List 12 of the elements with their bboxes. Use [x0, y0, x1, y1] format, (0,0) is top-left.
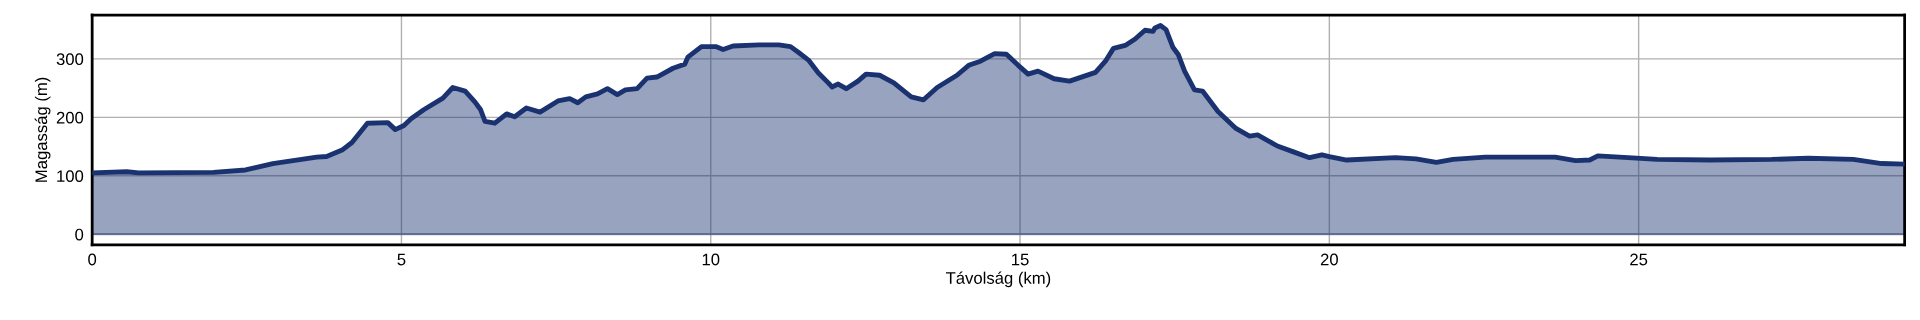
y-tick-label: 0 [75, 228, 84, 241]
y-tick-label: 100 [57, 170, 84, 183]
x-axis-title: Távolság (km) [945, 271, 1051, 288]
y-tick-label: 200 [56, 111, 84, 124]
x-tick-label: 25 [1630, 253, 1648, 266]
x-tick-label: 10 [702, 253, 720, 266]
x-tick-label: 0 [88, 253, 97, 266]
x-tick-label: 15 [1012, 253, 1029, 266]
y-axis-title: Magasság (m) [34, 77, 51, 182]
y-tick-label: 300 [56, 53, 84, 66]
x-tick-label: 20 [1320, 253, 1338, 266]
x-tick-label: 5 [397, 253, 406, 266]
